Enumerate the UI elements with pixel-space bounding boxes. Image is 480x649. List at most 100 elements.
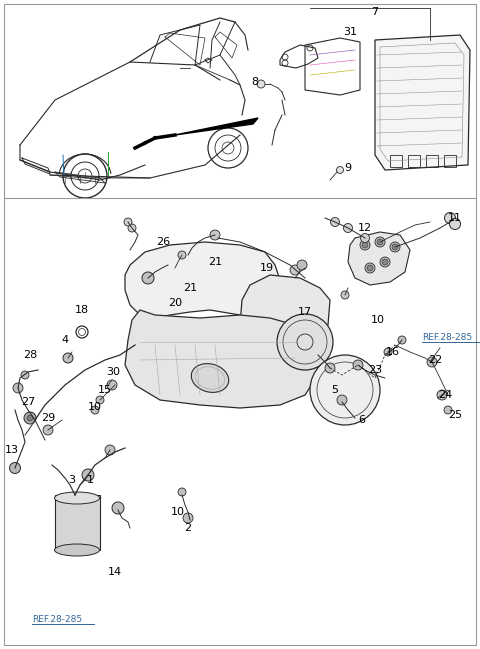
Circle shape <box>377 239 383 245</box>
Bar <box>390 155 402 167</box>
Circle shape <box>10 463 21 474</box>
Circle shape <box>336 167 344 173</box>
Text: 1: 1 <box>86 475 94 485</box>
Text: 21: 21 <box>183 283 197 293</box>
Circle shape <box>382 259 388 265</box>
Text: 17: 17 <box>298 307 312 317</box>
Circle shape <box>142 272 154 284</box>
Ellipse shape <box>55 492 99 504</box>
Circle shape <box>444 406 452 414</box>
Text: 3: 3 <box>69 475 75 485</box>
Circle shape <box>365 263 375 273</box>
Circle shape <box>183 513 193 523</box>
Circle shape <box>107 380 117 390</box>
Circle shape <box>310 355 380 425</box>
Text: 8: 8 <box>252 77 259 87</box>
Text: 26: 26 <box>156 237 170 247</box>
Polygon shape <box>240 275 330 358</box>
Text: 15: 15 <box>98 385 112 395</box>
Bar <box>444 155 456 167</box>
Text: 6: 6 <box>359 415 365 425</box>
Bar <box>426 155 438 167</box>
Circle shape <box>124 218 132 226</box>
Bar <box>55 495 100 550</box>
Text: REF.28-285: REF.28-285 <box>422 334 472 343</box>
Circle shape <box>178 251 186 259</box>
Text: 22: 22 <box>428 355 442 365</box>
Circle shape <box>128 224 136 232</box>
Polygon shape <box>125 242 280 318</box>
Circle shape <box>384 348 392 356</box>
Circle shape <box>208 128 248 168</box>
Text: 10: 10 <box>371 315 385 325</box>
Text: REF.28-285: REF.28-285 <box>32 615 82 624</box>
Circle shape <box>375 237 385 247</box>
Text: 31: 31 <box>343 27 357 37</box>
Circle shape <box>297 260 307 270</box>
Circle shape <box>290 265 300 275</box>
Circle shape <box>24 412 36 424</box>
Bar <box>408 155 420 167</box>
Circle shape <box>337 395 347 405</box>
Polygon shape <box>375 35 470 170</box>
Circle shape <box>13 383 23 393</box>
Circle shape <box>257 80 265 88</box>
Text: 7: 7 <box>372 7 379 17</box>
Circle shape <box>380 257 390 267</box>
Circle shape <box>427 357 437 367</box>
Circle shape <box>449 219 460 230</box>
Circle shape <box>360 234 370 243</box>
Circle shape <box>390 242 400 252</box>
Text: 14: 14 <box>108 567 122 577</box>
Circle shape <box>398 336 406 344</box>
Text: 29: 29 <box>41 413 55 423</box>
Circle shape <box>444 212 456 223</box>
Circle shape <box>331 217 339 227</box>
Text: 5: 5 <box>332 385 338 395</box>
Text: 30: 30 <box>106 367 120 377</box>
Circle shape <box>344 223 352 232</box>
Ellipse shape <box>192 363 228 393</box>
Polygon shape <box>125 310 318 408</box>
Circle shape <box>353 360 363 370</box>
Polygon shape <box>175 118 258 135</box>
Circle shape <box>362 242 368 248</box>
Text: 18: 18 <box>75 305 89 315</box>
Circle shape <box>178 488 186 496</box>
Circle shape <box>360 240 370 250</box>
Circle shape <box>105 445 115 455</box>
Circle shape <box>392 244 398 250</box>
Circle shape <box>43 425 53 435</box>
Circle shape <box>21 371 29 379</box>
Circle shape <box>341 291 349 299</box>
Text: 11: 11 <box>448 213 462 223</box>
Circle shape <box>277 314 333 370</box>
Text: 20: 20 <box>168 298 182 308</box>
Text: 12: 12 <box>358 223 372 233</box>
Text: 28: 28 <box>23 350 37 360</box>
Circle shape <box>325 363 335 373</box>
Text: 2: 2 <box>184 523 192 533</box>
Circle shape <box>91 406 99 414</box>
Text: 25: 25 <box>448 410 462 420</box>
Text: 16: 16 <box>386 347 400 357</box>
Circle shape <box>210 230 220 240</box>
Text: 27: 27 <box>21 397 35 407</box>
Circle shape <box>96 396 104 404</box>
Text: 23: 23 <box>368 365 382 375</box>
Circle shape <box>63 353 73 363</box>
Text: 13: 13 <box>5 445 19 455</box>
Text: 24: 24 <box>438 390 452 400</box>
Text: 19: 19 <box>260 263 274 273</box>
Circle shape <box>437 390 447 400</box>
Ellipse shape <box>55 544 99 556</box>
Circle shape <box>27 415 33 421</box>
Circle shape <box>367 265 373 271</box>
Circle shape <box>82 469 94 481</box>
Text: 10: 10 <box>171 507 185 517</box>
Polygon shape <box>348 232 410 285</box>
Text: 10: 10 <box>88 402 102 412</box>
Circle shape <box>63 154 107 198</box>
Text: 9: 9 <box>345 163 351 173</box>
Text: 21: 21 <box>208 257 222 267</box>
